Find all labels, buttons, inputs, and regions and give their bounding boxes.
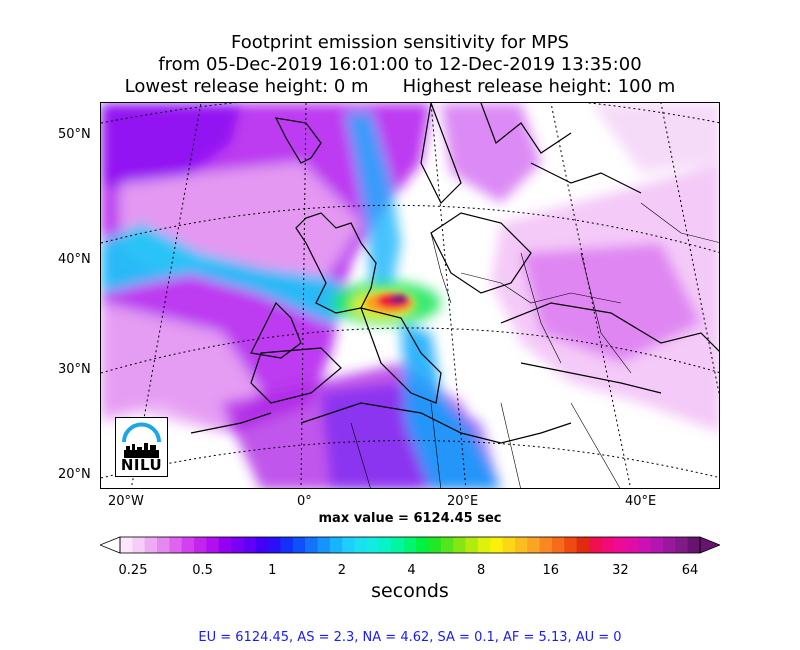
colorbar-tick-label: 0.25 xyxy=(118,563,148,578)
colorbar-cell xyxy=(514,537,528,553)
colorbar-cell xyxy=(551,537,565,553)
sensitivity-core xyxy=(365,293,413,313)
colorbar-cell xyxy=(428,537,442,553)
colorbar-cell xyxy=(490,537,504,553)
colorbar-cell xyxy=(453,537,467,553)
lat-label-20n: 20°N xyxy=(58,467,91,482)
lon-label-40e: 40°E xyxy=(625,494,657,509)
colorbar-cell xyxy=(465,537,479,553)
colorbar-cell xyxy=(613,537,627,553)
colorbar-cell xyxy=(440,537,454,553)
colorbar-cell xyxy=(317,537,331,553)
footprint-map[interactable] xyxy=(100,102,720,489)
colorbar-cell xyxy=(132,537,146,553)
colorbar-cell xyxy=(687,537,701,553)
lon-label-0: 0° xyxy=(297,494,312,509)
lon-label-20e: 20°E xyxy=(447,494,479,509)
colorbar-tick-label: 0.5 xyxy=(192,563,213,578)
colorbar-cell xyxy=(662,537,676,553)
lat-label-40n: 40°N xyxy=(58,252,91,267)
colorbar-cell xyxy=(588,537,602,553)
colorbar-tick-label: 8 xyxy=(476,563,486,578)
colorbar-cell xyxy=(243,537,257,553)
nilu-logo-icon xyxy=(122,422,161,458)
lat-label-30n: 30°N xyxy=(58,362,91,377)
colorbar-cell xyxy=(255,537,269,553)
colorbar-cell xyxy=(366,537,380,553)
colorbar-cell xyxy=(638,537,652,553)
colorbar-cell xyxy=(576,537,590,553)
country-borders xyxy=(350,202,719,488)
colorbar-cell xyxy=(477,537,491,553)
highest-release-height: Highest release height: 100 m xyxy=(402,76,676,97)
colorbar-cell xyxy=(280,537,294,553)
colorbar-cell xyxy=(206,537,220,553)
colorbar-max-arrow xyxy=(699,536,720,554)
colorbar-cell xyxy=(144,537,158,553)
coastlines xyxy=(190,103,719,444)
colorbar-label: seconds xyxy=(371,580,449,602)
lat-label-50n: 50°N xyxy=(58,127,91,142)
colorbar-cell xyxy=(527,537,541,553)
release-heights: Lowest release height: 0 m Highest releas… xyxy=(0,76,800,98)
colorbar-min-arrow xyxy=(100,536,121,554)
colorbar-cell xyxy=(169,537,183,553)
colorbar-cell xyxy=(231,537,244,553)
colorbar-tick-label: 16 xyxy=(542,563,560,578)
colorbar-cell xyxy=(416,537,430,553)
colorbar-cell xyxy=(292,537,306,553)
colorbar-cell xyxy=(403,537,417,553)
colorbar-cell xyxy=(391,537,405,553)
colorbar-cell xyxy=(342,537,355,553)
colorbar-tick-label: 1 xyxy=(268,563,277,578)
colorbar-cell xyxy=(354,537,368,553)
colorbar-tick-label: 64 xyxy=(681,563,699,578)
colorbar-cell xyxy=(379,537,392,553)
map-canvas xyxy=(101,103,719,488)
colorbar-cell xyxy=(564,537,578,553)
nilu-logo-text: NILU xyxy=(120,456,163,474)
nilu-logo: NILU xyxy=(115,417,168,477)
colorbar-tick-label: 32 xyxy=(612,563,629,578)
colorbar xyxy=(100,536,720,554)
max-value: max value = 6124.45 sec xyxy=(318,511,502,526)
colorbar-cell xyxy=(539,537,553,553)
map-title: Footprint emission sensitivity for MPS xyxy=(231,32,569,53)
colorbar-cell xyxy=(218,537,232,553)
colorbar-cell xyxy=(305,537,318,553)
colorbar-cell xyxy=(502,537,516,553)
lowest-release-height: Lowest release height: 0 m xyxy=(124,76,369,97)
colorbar-cell xyxy=(181,537,195,553)
colorbar-cell xyxy=(157,537,170,553)
region-stats: EU = 6124.45, AS = 2.3, NA = 4.62, SA = … xyxy=(198,630,622,645)
colorbar-cell xyxy=(329,537,343,553)
colorbar-cell xyxy=(268,537,281,553)
colorbar-cell xyxy=(650,537,664,553)
colorbar-cell xyxy=(625,537,639,553)
colorbar-cell xyxy=(194,537,207,553)
colorbar-cell xyxy=(120,537,133,553)
lon-label-20w: 20°W xyxy=(108,494,144,509)
time-range: from 05-Dec-2019 16:01:00 to 12-Dec-2019… xyxy=(158,54,642,75)
colorbar-cell xyxy=(675,537,689,553)
colorbar-tick-label: 4 xyxy=(407,563,416,578)
colorbar-tick-label: 2 xyxy=(337,563,347,578)
colorbar-cell xyxy=(601,537,615,553)
